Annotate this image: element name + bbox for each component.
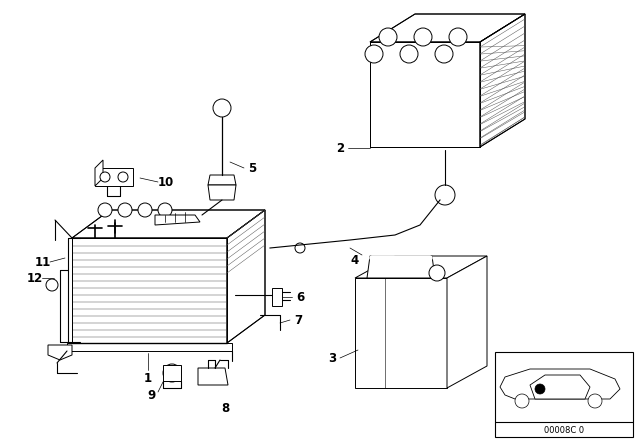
Circle shape <box>435 45 453 63</box>
Polygon shape <box>500 369 620 399</box>
Circle shape <box>158 203 172 217</box>
Circle shape <box>535 384 545 394</box>
Circle shape <box>379 28 397 46</box>
Circle shape <box>295 243 305 253</box>
Polygon shape <box>67 343 232 351</box>
Text: 10: 10 <box>158 176 174 189</box>
Circle shape <box>365 45 383 63</box>
Bar <box>163 365 181 381</box>
Circle shape <box>138 203 152 217</box>
Polygon shape <box>72 238 227 343</box>
Circle shape <box>163 364 181 382</box>
Polygon shape <box>447 256 487 388</box>
Polygon shape <box>355 278 447 388</box>
Circle shape <box>400 45 418 63</box>
Circle shape <box>98 203 112 217</box>
Circle shape <box>213 99 231 117</box>
Polygon shape <box>355 256 487 278</box>
Text: 5: 5 <box>248 161 256 175</box>
Polygon shape <box>530 375 590 399</box>
Text: 7: 7 <box>294 314 302 327</box>
Polygon shape <box>208 175 236 185</box>
Polygon shape <box>48 345 72 360</box>
Text: 2: 2 <box>336 142 344 155</box>
Bar <box>495 352 633 437</box>
Polygon shape <box>370 14 525 42</box>
Circle shape <box>118 172 128 182</box>
Text: 11: 11 <box>35 255 51 268</box>
Text: 8: 8 <box>221 401 229 414</box>
Polygon shape <box>72 210 265 238</box>
Polygon shape <box>370 42 480 147</box>
Polygon shape <box>95 160 103 186</box>
Circle shape <box>588 394 602 408</box>
Polygon shape <box>95 168 133 186</box>
Polygon shape <box>208 185 236 200</box>
Circle shape <box>449 28 467 46</box>
Text: 6: 6 <box>296 290 304 303</box>
Text: 1: 1 <box>144 371 152 384</box>
Polygon shape <box>198 368 228 385</box>
Circle shape <box>435 185 455 205</box>
Polygon shape <box>155 215 200 225</box>
Circle shape <box>414 28 432 46</box>
Text: 12: 12 <box>27 271 43 284</box>
Text: 3: 3 <box>328 352 336 365</box>
Circle shape <box>46 279 58 291</box>
Bar <box>272 288 282 306</box>
Text: 4: 4 <box>351 254 359 267</box>
Circle shape <box>429 265 445 281</box>
Polygon shape <box>480 14 525 147</box>
Polygon shape <box>367 256 435 278</box>
Polygon shape <box>227 210 265 343</box>
Text: 9: 9 <box>148 388 156 401</box>
Text: 00008C 0: 00008C 0 <box>544 426 584 435</box>
Circle shape <box>515 394 529 408</box>
Circle shape <box>100 172 110 182</box>
Circle shape <box>118 203 132 217</box>
